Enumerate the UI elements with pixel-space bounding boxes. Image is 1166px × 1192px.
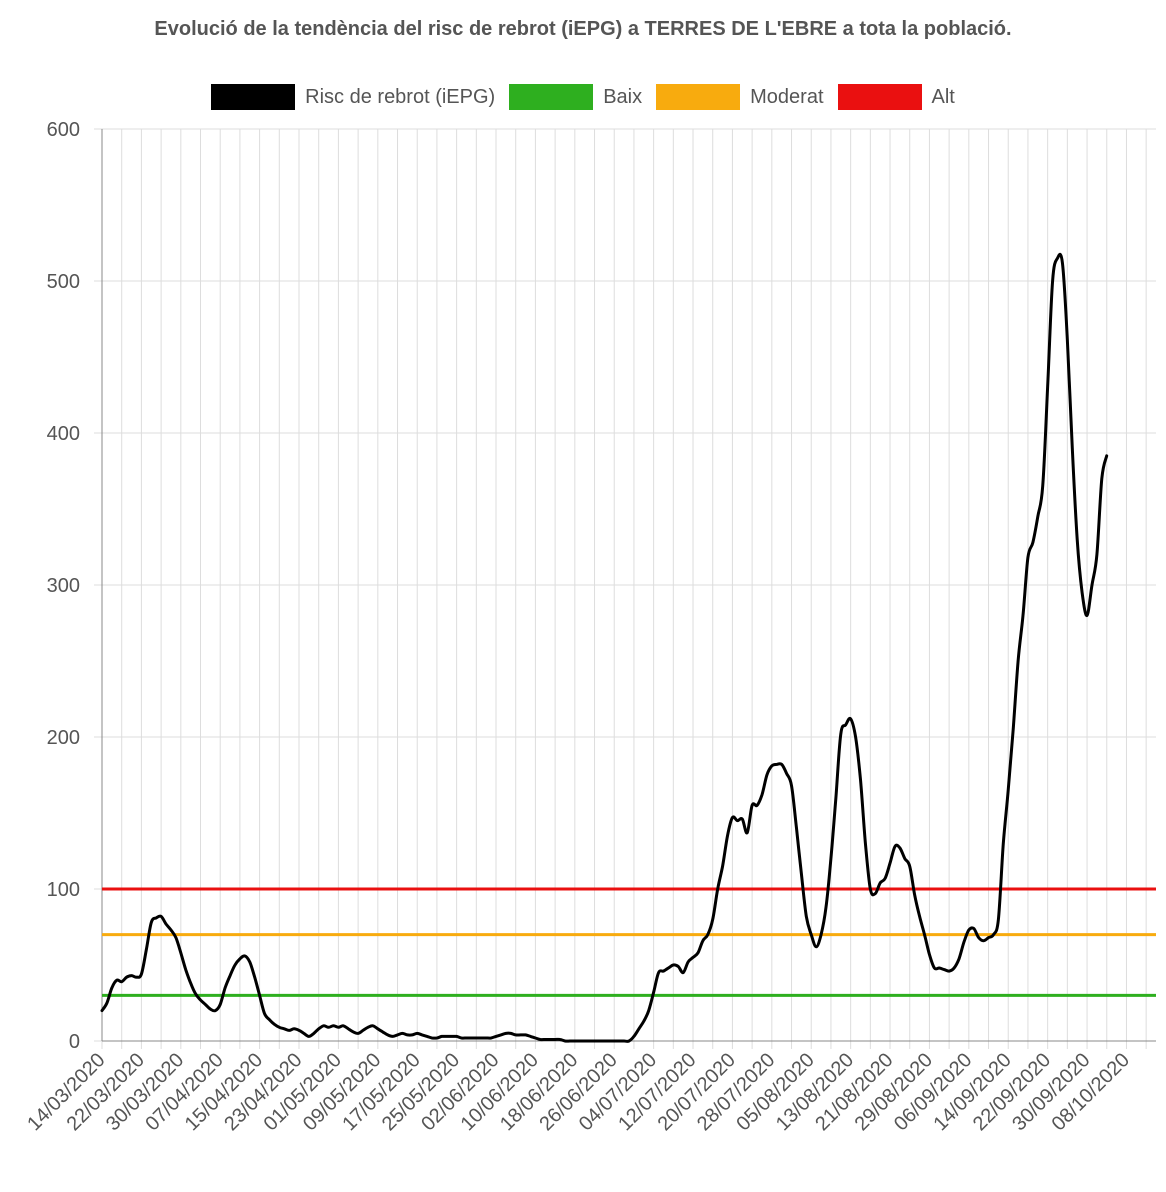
legend-item-iepg[interactable]: Risc de rebrot (iEPG) bbox=[211, 84, 495, 110]
chart-title: Evolució de la tendència del risc de reb… bbox=[154, 18, 1012, 40]
legend-swatch-iepg bbox=[211, 84, 296, 110]
series-layer bbox=[100, 252, 1156, 1043]
legend-swatch-alt bbox=[837, 84, 922, 110]
y-tick-label: 0 bbox=[69, 1031, 80, 1053]
y-tick-label: 500 bbox=[47, 271, 80, 293]
legend-label-alt: Alt bbox=[931, 85, 955, 108]
legend-swatch-moderat bbox=[656, 84, 741, 110]
series-line-iepg bbox=[100, 252, 1109, 1043]
y-tick-label: 400 bbox=[47, 423, 80, 445]
grid bbox=[94, 128, 1156, 1049]
y-tick-label: 200 bbox=[47, 727, 80, 749]
legend-item-baix[interactable]: Baix bbox=[509, 84, 642, 110]
legend-label-iepg: Risc de rebrot (iEPG) bbox=[305, 85, 496, 108]
legend-label-moderat: Moderat bbox=[750, 85, 824, 108]
y-tick-label: 600 bbox=[47, 119, 80, 141]
legend: Risc de rebrot (iEPG) Baix Moderat Alt bbox=[0, 82, 1166, 112]
y-tick-label: 100 bbox=[47, 879, 80, 901]
legend-item-alt[interactable]: Alt bbox=[837, 84, 955, 110]
legend-swatch-baix bbox=[509, 84, 594, 110]
legend-item-moderat[interactable]: Moderat bbox=[656, 84, 824, 110]
legend-label-baix: Baix bbox=[603, 85, 643, 108]
y-tick-label: 300 bbox=[47, 575, 80, 597]
